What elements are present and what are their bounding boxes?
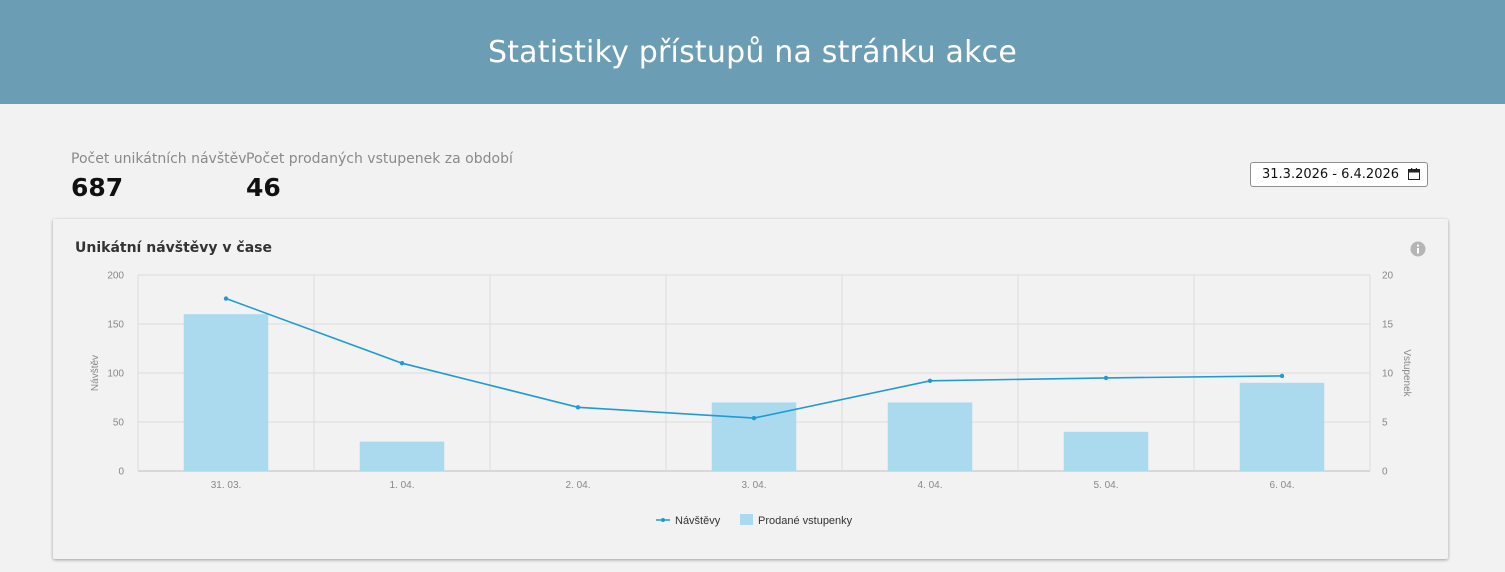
line-visits [225,297,1283,419]
date-range-input[interactable]: 31.3.2026 - 6.4.2026 [1250,162,1428,187]
y-left-axis-label: Návštěv [90,355,101,391]
y-right-tick-label: 10 [1382,369,1394,380]
legend-label: Návštěvy [675,515,721,527]
point-visits[interactable] [751,415,757,421]
legend-point-swatch [661,518,665,522]
y-right-tick-label: 0 [1382,467,1388,478]
page-header: Statistiky přístupů na stránku akce [0,0,1505,104]
bar-sold-tickets[interactable] [887,402,973,471]
page-title: Statistiky přístupů na stránku akce [487,34,1018,70]
point-visits[interactable] [1279,373,1285,379]
calendar-icon[interactable] [1408,168,1420,180]
stat-sold-tickets: Počet prodaných vstupenek za období 46 [246,151,513,202]
stat-label: Počet unikátních návštěv [71,151,247,167]
legend-bar-swatch [740,514,753,525]
legend-label: Prodané vstupenky [758,515,853,527]
bar-sold-tickets[interactable] [183,314,269,471]
bar-sold-tickets[interactable] [711,402,797,471]
x-tick-label: 31. 03. [211,480,242,491]
chart-card: Unikátní návštěvy v čase [53,219,1448,559]
chart-title: Unikátní návštěvy v čase [75,240,272,256]
y-left-tick-label: 0 [118,467,124,478]
x-tick-label: 5. 04. [1093,480,1118,491]
stat-value: 687 [71,173,124,202]
chart-legend: Návštěvy Prodané vstupenky [656,514,853,527]
point-visits[interactable] [399,361,405,366]
point-visits[interactable] [575,405,581,410]
x-tick-label: 1. 04. [389,480,414,491]
y-right-tick-label: 20 [1382,271,1394,282]
bar-sold-tickets[interactable] [1239,382,1325,471]
x-tick-label: 4. 04. [917,480,942,491]
stat-value: 46 [246,173,281,202]
x-tick-label: 2. 04. [565,480,590,491]
date-range-value: 31.3.2026 - 6.4.2026 [1262,167,1400,182]
bar-sold-tickets[interactable] [1063,431,1149,471]
point-visits[interactable] [927,378,933,384]
y-left-tick-label: 150 [107,320,124,331]
x-tick-label: 3. 04. [741,480,766,491]
y-right-axis-label: Vstupenek [1401,349,1412,397]
y-right-tick-label: 15 [1382,320,1394,331]
y-right-tick-label: 5 [1382,418,1388,429]
y-left-tick-label: 200 [107,271,124,282]
stat-label: Počet prodaných vstupenek za období [246,151,513,167]
y-left-tick-label: 100 [107,369,124,380]
info-icon[interactable] [1410,241,1426,257]
point-visits[interactable] [223,296,229,301]
x-tick-label: 6. 04. [1269,480,1294,491]
legend-item-tickets[interactable]: Prodané vstupenky [740,514,853,527]
y-left-tick-label: 50 [113,418,125,429]
bar-sold-tickets[interactable] [359,441,445,471]
stat-unique-visits: Počet unikátních návštěv 687 [71,151,247,202]
legend-item-visits[interactable]: Návštěvy [656,515,721,527]
point-visits[interactable] [1103,375,1109,381]
